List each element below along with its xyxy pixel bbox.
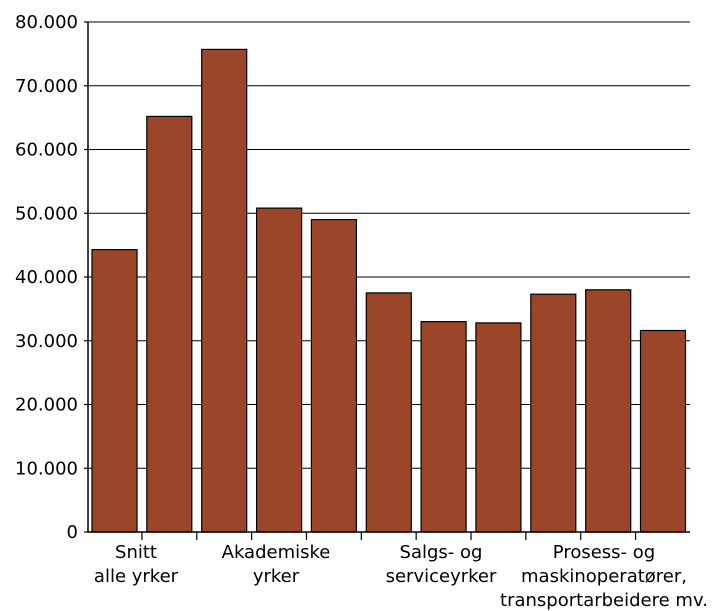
y-tick-label: 30.000: [15, 331, 78, 352]
bar: [365, 292, 412, 533]
category-label: yrker: [253, 566, 300, 587]
y-tick-label: 40.000: [15, 267, 78, 288]
bar: [530, 293, 577, 533]
y-tick-label: 50.000: [15, 203, 78, 224]
bar: [639, 329, 687, 533]
category-label: Snitt: [115, 542, 157, 563]
bar: [201, 48, 248, 533]
y-tick-label: 70.000: [15, 76, 78, 97]
bar: [91, 249, 138, 533]
bar: [256, 207, 303, 533]
y-tick-label: 10.000: [15, 458, 78, 479]
category-label: alle yrker: [94, 566, 179, 587]
bar: [310, 219, 357, 533]
category-label: transportarbeidere mv.: [500, 590, 708, 611]
category-label: Prosess- og: [553, 542, 655, 563]
category-label: serviceyrker: [386, 566, 497, 587]
axes: [84, 21, 690, 540]
y-tick-label: 60.000: [15, 140, 78, 161]
y-tick-label: 80.000: [15, 12, 78, 33]
category-label: Salgs- og: [400, 542, 483, 563]
bars: [91, 48, 687, 533]
y-tick-label: 0: [67, 522, 78, 543]
y-tick-label: 20.000: [15, 395, 78, 416]
bar: [475, 322, 522, 533]
bar: [585, 289, 632, 533]
category-label: Akademiske: [222, 542, 331, 563]
bar: [420, 321, 467, 533]
category-label: maskinoperatører,: [521, 566, 687, 587]
bar: [146, 115, 193, 533]
labels: 0 10.000 20.000 30.000 40.000 50.000 60.000 70.…: [15, 12, 708, 611]
